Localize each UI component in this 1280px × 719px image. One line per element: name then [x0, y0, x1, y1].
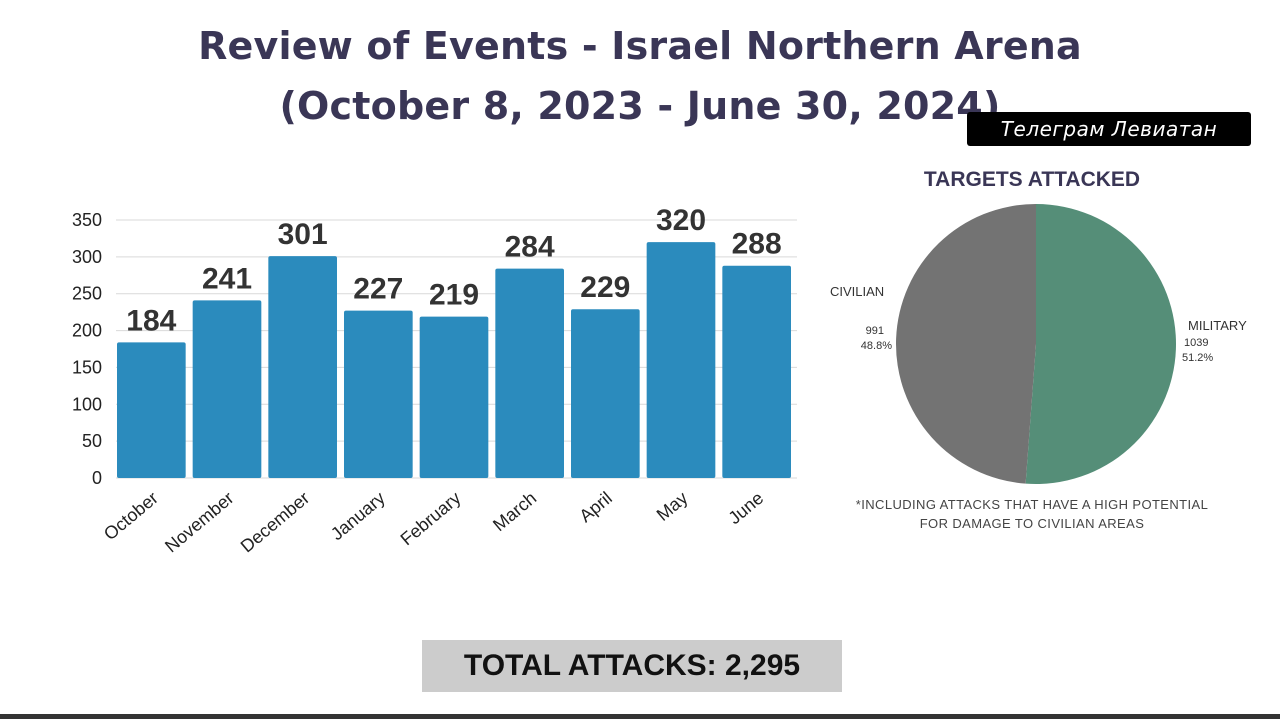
x-tick-label: January — [327, 488, 389, 544]
military-label: MILITARY — [1188, 318, 1247, 333]
y-tick-label: 50 — [82, 431, 102, 451]
bar-february — [419, 316, 489, 478]
x-tick-label: March — [489, 488, 540, 535]
y-tick-label: 300 — [72, 247, 102, 267]
page-title: Review of Events - Israel Northern Arena… — [0, 16, 1280, 136]
footnote-line-2: FOR DAMAGE TO CIVILIAN AREAS — [919, 516, 1145, 531]
pie-footnote: *INCLUDING ATTACKS THAT HAVE A HIGH POTE… — [832, 495, 1232, 533]
bar-may — [646, 242, 716, 478]
pie-slice-civilian — [896, 204, 1036, 484]
bar-value-label: 241 — [202, 262, 252, 295]
footnote-line-1: *INCLUDING ATTACKS THAT HAVE A HIGH POTE… — [855, 497, 1209, 512]
x-tick-label: December — [237, 488, 313, 557]
bar-january — [344, 310, 413, 478]
bar-chart: 0 50 100 150 200 250 300 350 184 October 241 Novemb… — [72, 204, 797, 557]
civilian-label: CIVILIAN — [830, 284, 884, 299]
y-tick-label: 250 — [72, 284, 102, 304]
bar-value-label: 227 — [353, 273, 403, 306]
military-value: 1039 — [1184, 337, 1208, 349]
title-line-2: (October 8, 2023 - June 30, 2024) — [279, 84, 1001, 128]
pie-title: TARGETS ATTACKED — [924, 168, 1140, 191]
watermark-badge: Телеграм Левиатан — [967, 112, 1251, 146]
y-tick-label: 150 — [72, 357, 102, 377]
bar-november — [192, 300, 262, 478]
bar-value-label: 229 — [580, 271, 630, 304]
bar-march — [495, 268, 564, 478]
title-line-1: Review of Events - Israel Northern Arena — [198, 24, 1082, 68]
pie-chart: TARGETS ATTACKED MILITARY 1039 51.2% CIVILIA… — [830, 168, 1247, 484]
bar-value-label: 301 — [278, 218, 328, 251]
civilian-value: 991 — [866, 325, 884, 337]
x-tick-label: October — [100, 488, 162, 544]
bar-june — [722, 265, 791, 478]
x-tick-label: May — [653, 488, 692, 525]
y-tick-label: 200 — [72, 321, 102, 341]
civilian-percent: 48.8% — [861, 340, 892, 352]
bar-value-label: 184 — [126, 304, 176, 337]
bar-value-label: 288 — [732, 228, 782, 261]
bar-value-label: 219 — [429, 279, 479, 312]
bottom-divider — [0, 714, 1280, 719]
bar-december — [268, 256, 337, 478]
bar-october — [117, 342, 186, 478]
y-tick-label: 0 — [92, 468, 102, 488]
bar-value-label: 284 — [505, 231, 555, 264]
x-tick-label: February — [397, 488, 465, 550]
y-tick-label: 350 — [72, 210, 102, 230]
pie-slice-military — [1025, 204, 1176, 484]
x-tick-label: June — [724, 488, 767, 528]
military-percent: 51.2% — [1182, 352, 1213, 364]
bar-april — [571, 309, 640, 478]
x-tick-label: November — [161, 488, 237, 557]
bar-value-label: 320 — [656, 204, 706, 237]
y-tick-label: 100 — [72, 394, 102, 414]
x-tick-label: April — [575, 488, 615, 526]
total-attacks-box: TOTAL ATTACKS: 2,295 — [422, 640, 842, 692]
